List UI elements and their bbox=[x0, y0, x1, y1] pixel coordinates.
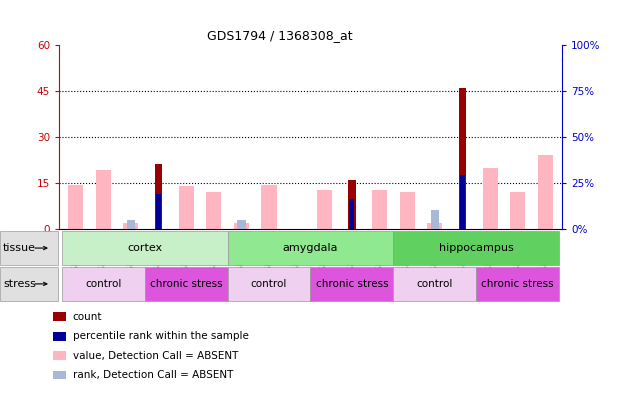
Text: control: control bbox=[417, 279, 453, 289]
Bar bbox=[156, 194, 161, 229]
Text: stress: stress bbox=[3, 279, 36, 289]
Bar bbox=[538, 155, 553, 229]
Text: tissue: tissue bbox=[3, 243, 36, 253]
Bar bbox=[237, 220, 245, 229]
Bar bbox=[372, 190, 388, 229]
Bar bbox=[317, 190, 332, 229]
Bar bbox=[261, 185, 276, 229]
Bar bbox=[178, 186, 194, 229]
Bar bbox=[348, 180, 356, 229]
Bar bbox=[155, 164, 162, 229]
Bar bbox=[350, 199, 355, 229]
Bar bbox=[206, 192, 221, 229]
Bar bbox=[460, 175, 465, 229]
Bar bbox=[123, 223, 138, 229]
Bar bbox=[427, 223, 443, 229]
Bar bbox=[400, 192, 415, 229]
Text: value, Detection Call = ABSENT: value, Detection Call = ABSENT bbox=[73, 351, 238, 360]
Text: count: count bbox=[73, 312, 102, 322]
Bar bbox=[233, 223, 249, 229]
Text: chronic stress: chronic stress bbox=[150, 279, 222, 289]
Bar bbox=[483, 168, 498, 229]
Text: cortex: cortex bbox=[127, 243, 162, 253]
Bar bbox=[127, 220, 135, 229]
Text: chronic stress: chronic stress bbox=[315, 279, 388, 289]
Text: hippocampus: hippocampus bbox=[439, 243, 514, 253]
Text: control: control bbox=[85, 279, 121, 289]
Text: rank, Detection Call = ABSENT: rank, Detection Call = ABSENT bbox=[73, 370, 233, 380]
Bar bbox=[459, 87, 466, 229]
Text: control: control bbox=[251, 279, 288, 289]
Bar bbox=[431, 211, 439, 229]
Bar bbox=[510, 192, 525, 229]
Text: percentile rank within the sample: percentile rank within the sample bbox=[73, 331, 248, 341]
Bar bbox=[96, 170, 111, 229]
Bar bbox=[68, 185, 83, 229]
Text: GDS1794 / 1368308_at: GDS1794 / 1368308_at bbox=[207, 30, 352, 43]
Text: chronic stress: chronic stress bbox=[481, 279, 554, 289]
Text: amygdala: amygdala bbox=[283, 243, 338, 253]
